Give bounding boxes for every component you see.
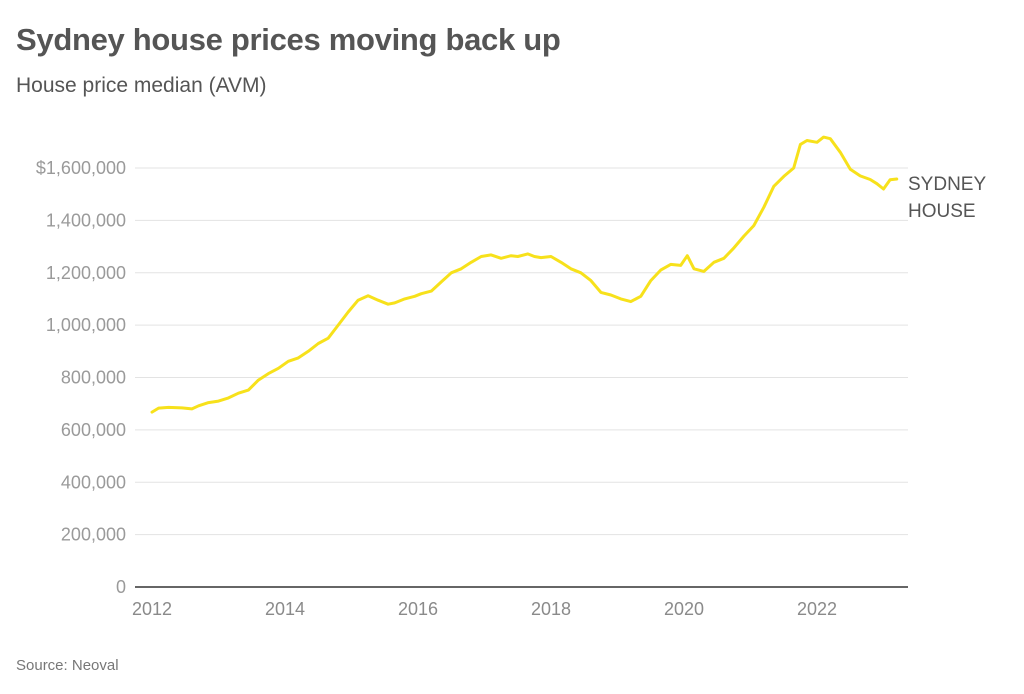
x-tick-label: 2018: [531, 599, 571, 619]
x-tick-label: 2014: [265, 599, 305, 619]
y-tick-label: 1,000,000: [46, 315, 126, 335]
source-note: Source: Neoval: [16, 657, 119, 674]
x-tick-label: 2012: [132, 599, 172, 619]
chart-subtitle: House price median (AVM): [16, 74, 267, 97]
y-tick-label: 400,000: [61, 472, 126, 492]
gridlines: [135, 167, 908, 536]
y-tick-label: 600,000: [61, 420, 126, 440]
x-tick-label: 2016: [398, 599, 438, 619]
y-tick-label: 200,000: [61, 525, 126, 545]
y-tick-label: 1,200,000: [46, 263, 126, 283]
series-line-sydney-house: [150, 135, 899, 414]
y-tick-label: 1,400,000: [46, 210, 126, 230]
series-label-line-2: HOUSE: [908, 201, 976, 222]
x-tick-label: 2020: [664, 599, 704, 619]
y-tick-label: 0: [116, 577, 126, 597]
series-label-line-1: SYDNEY: [908, 174, 986, 195]
x-axis-ticks: 2012 2014 2016 2018 2020 2022: [132, 599, 837, 619]
y-axis-ticks: 0 200,000 400,000 600,000 800,000 1,000,000 1,…: [36, 158, 126, 597]
y-tick-label: $1,600,000: [36, 158, 126, 178]
chart-title: Sydney house prices moving back up: [16, 22, 561, 57]
y-tick-label: 800,000: [61, 368, 126, 388]
x-tick-label: 2022: [797, 599, 837, 619]
